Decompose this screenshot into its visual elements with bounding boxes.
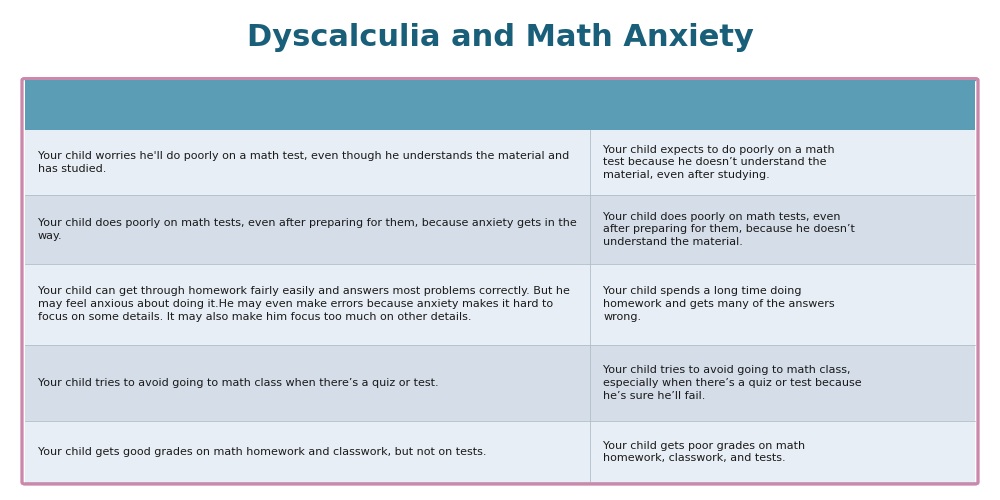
Bar — [590, 264, 975, 344]
Text: Signs of Dyscalculia: Signs of Dyscalculia — [700, 98, 865, 112]
Bar — [25, 195, 590, 264]
Text: Your child spends a long time doing
homework and gets many of the answers
wrong.: Your child spends a long time doing home… — [603, 286, 835, 322]
Text: Your child worries he'll do poorly on a math test, even though he understands th: Your child worries he'll do poorly on a … — [38, 151, 569, 174]
Text: Your child does poorly on math tests, even
after preparing for them, because he : Your child does poorly on math tests, ev… — [603, 212, 855, 247]
Text: Your child can get through homework fairly easily and answers most problems corr: Your child can get through homework fair… — [38, 286, 570, 322]
Text: Your child tries to avoid going to math class,
especially when there’s a quiz or: Your child tries to avoid going to math … — [603, 366, 862, 401]
Bar — [25, 422, 590, 482]
Bar — [590, 130, 975, 195]
Text: Your child gets good grades on math homework and classwork, but not on tests.: Your child gets good grades on math home… — [38, 447, 486, 457]
Bar — [590, 195, 975, 264]
Text: Your child does poorly on math tests, even after preparing for them, because anx: Your child does poorly on math tests, ev… — [38, 218, 577, 241]
Bar — [590, 422, 975, 482]
Bar — [25, 344, 590, 422]
Bar — [25, 80, 975, 130]
Text: Signs of Math Anxiety: Signs of Math Anxiety — [217, 98, 399, 112]
Text: Your child tries to avoid going to math class when there’s a quiz or test.: Your child tries to avoid going to math … — [38, 378, 439, 388]
Bar — [590, 344, 975, 422]
Text: Your child expects to do poorly on a math
test because he doesn’t understand the: Your child expects to do poorly on a mat… — [603, 144, 835, 180]
Text: Dyscalculia and Math Anxiety: Dyscalculia and Math Anxiety — [247, 22, 753, 52]
Text: Your child gets poor grades on math
homework, classwork, and tests.: Your child gets poor grades on math home… — [603, 440, 805, 464]
Bar — [25, 264, 590, 344]
Bar — [25, 130, 590, 195]
